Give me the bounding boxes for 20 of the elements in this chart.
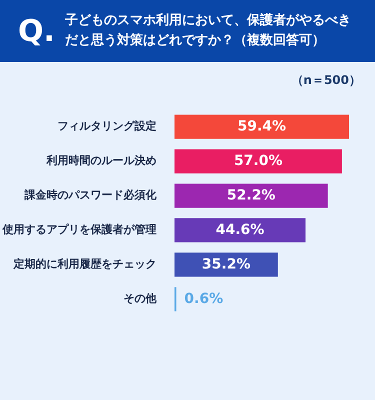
data-label: 59.4% <box>237 118 286 134</box>
y-tick-label: フィルタリング設定 <box>58 120 156 133</box>
data-label: 44.6% <box>216 222 264 238</box>
y-tick-label: 利用時間のルール決め <box>46 154 156 168</box>
bar <box>174 149 342 174</box>
data-label: 52.2% <box>226 187 276 204</box>
bar <box>174 218 306 242</box>
y-tick-label: 使用するアプリを保護者が管理 <box>2 223 156 236</box>
text: Q. <box>18 14 55 48</box>
data-label: 57.0% <box>234 152 283 169</box>
y-tick-label: その他 <box>124 292 158 306</box>
chart-title: 子どものスマホ利用において、保護者がやるべきだと思う対策はどれですか？（複数回答可） <box>64 12 352 50</box>
y-tick-label: 定期的に利用履歴をチェック <box>12 258 156 271</box>
text: （n＝500） <box>290 72 362 89</box>
y-tick-label: 課金時のパスワード必須化 <box>24 188 158 202</box>
data-label: 0.6% <box>184 290 224 307</box>
bar <box>174 184 328 208</box>
bar <box>174 114 349 139</box>
bar <box>174 252 278 277</box>
data-label: 35.2% <box>202 256 250 272</box>
